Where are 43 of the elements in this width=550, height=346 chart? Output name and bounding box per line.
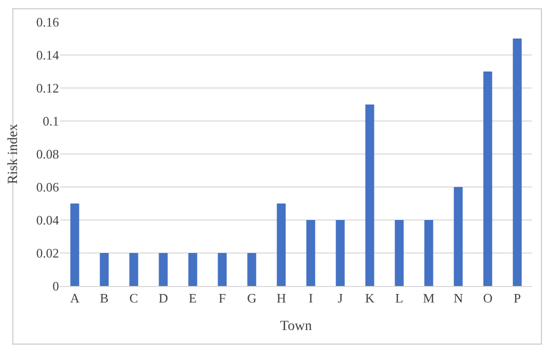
bar	[512, 38, 522, 286]
x-tick-label: F	[218, 290, 226, 306]
x-tick-label: N	[454, 290, 464, 306]
x-tick-label: O	[483, 290, 492, 306]
y-tick-label: 0.08	[36, 146, 59, 162]
x-tick-label: J	[338, 290, 343, 306]
bar	[158, 253, 168, 286]
bar	[129, 253, 138, 286]
x-tick-label: K	[365, 290, 376, 306]
y-axis-title: Risk index	[6, 124, 21, 184]
y-tick-label: 0	[52, 278, 59, 294]
x-tick-label: G	[247, 290, 256, 306]
x-tick-label: E	[188, 290, 197, 306]
y-tick-label: 0.04	[36, 212, 60, 228]
bar	[336, 220, 345, 286]
bar	[424, 220, 434, 286]
x-tick-label: L	[395, 290, 404, 306]
y-tick-label: 0.06	[36, 180, 60, 195]
bar	[218, 253, 227, 286]
bar	[100, 253, 109, 286]
x-tick-label: C	[129, 290, 138, 306]
x-tick-label: A	[70, 290, 80, 306]
bar	[394, 220, 404, 286]
x-tick-label: H	[276, 290, 286, 306]
bar	[365, 104, 374, 286]
bar	[276, 204, 286, 286]
y-tick-label: 0.1	[42, 114, 59, 129]
y-tick-label: 0.14	[36, 48, 60, 63]
y-tick-label: 0.02	[36, 246, 59, 261]
bar	[188, 253, 198, 286]
x-tick-label: D	[158, 290, 168, 306]
bar	[483, 72, 492, 286]
bar	[454, 187, 463, 286]
bar	[70, 204, 80, 286]
x-tick-label: B	[100, 290, 109, 306]
x-axis-title: Town	[280, 318, 312, 334]
x-tick-label: I	[308, 290, 313, 306]
bar	[306, 220, 316, 286]
y-tick-label: 0.12	[36, 80, 59, 96]
x-tick-label: M	[422, 290, 435, 306]
bar	[247, 253, 256, 286]
x-tick-label: P	[514, 290, 521, 306]
y-tick-label: 0.16	[36, 14, 60, 30]
